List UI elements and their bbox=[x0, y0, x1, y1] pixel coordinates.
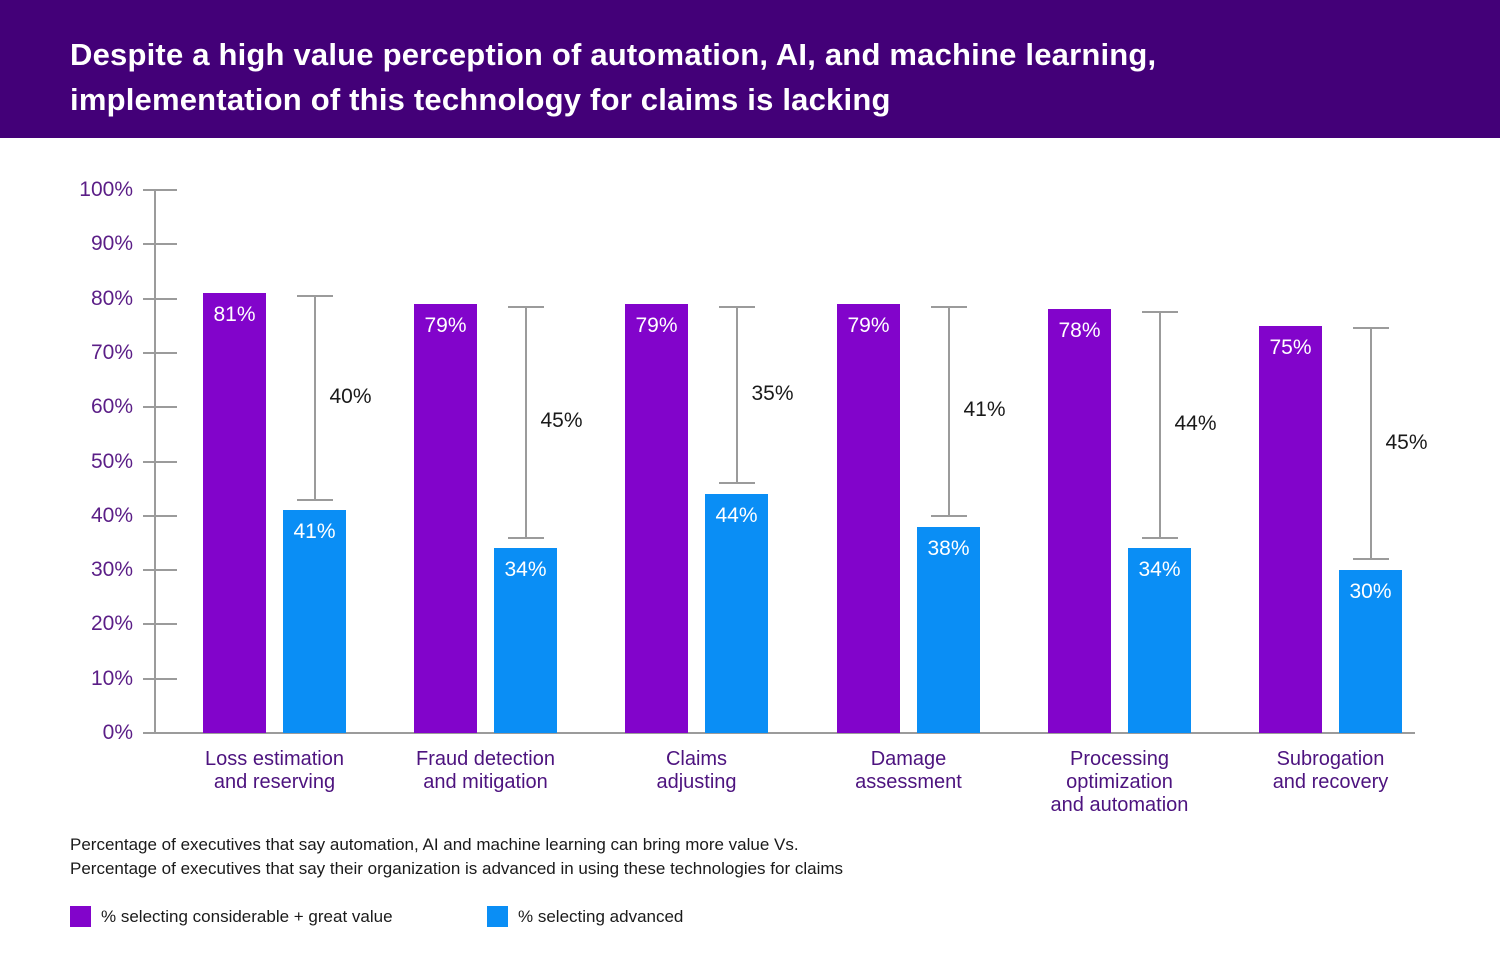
bar-value-label: 79% bbox=[847, 314, 890, 338]
footnote-line1: Percentage of executives that say automa… bbox=[70, 835, 799, 854]
gap-bracket-bottom-cap bbox=[507, 536, 544, 539]
y-tick-label: 20% bbox=[90, 612, 133, 636]
bar-value-label: 30% bbox=[1349, 580, 1392, 604]
bar-considerable-value bbox=[1048, 309, 1111, 733]
header-banner: Despite a high value perception of autom… bbox=[0, 0, 1500, 138]
y-tick-label: 80% bbox=[90, 286, 133, 310]
legend-swatch-icon bbox=[487, 906, 508, 927]
y-tick-label: 30% bbox=[90, 558, 133, 582]
bar-value-label: 44% bbox=[715, 504, 758, 528]
gap-value-label: 45% bbox=[1385, 430, 1428, 454]
y-tick-label: 0% bbox=[102, 721, 133, 744]
gap-bracket-bottom-cap bbox=[930, 514, 967, 517]
y-tick-label: 70% bbox=[90, 340, 133, 364]
bar-advanced bbox=[1339, 570, 1402, 733]
y-tick bbox=[143, 189, 177, 191]
y-tick-label: 10% bbox=[90, 666, 133, 690]
bar-value-label: 81% bbox=[213, 303, 256, 327]
bar-advanced bbox=[705, 494, 768, 733]
gap-bracket-bottom-cap bbox=[718, 482, 755, 485]
category-label: Fraud detection and mitigation bbox=[416, 748, 555, 793]
bar-considerable-value bbox=[1259, 325, 1322, 733]
gap-value-label: 40% bbox=[329, 384, 372, 408]
bar-value-label: 79% bbox=[635, 314, 678, 338]
y-tick bbox=[143, 243, 177, 246]
legend-label: % selecting considerable + great value bbox=[101, 907, 393, 926]
gap-bracket-bottom-cap bbox=[1352, 558, 1389, 561]
y-tick bbox=[143, 569, 177, 572]
bar-value-label: 75% bbox=[1269, 335, 1312, 359]
gap-bracket-line bbox=[735, 306, 738, 484]
gap-bracket-bottom-cap bbox=[1141, 536, 1178, 539]
bar-considerable-value bbox=[414, 304, 477, 733]
bar-considerable-value bbox=[203, 293, 266, 733]
bar-value-label: 34% bbox=[1138, 558, 1181, 582]
gap-value-label: 41% bbox=[963, 398, 1006, 422]
category-label: Claims adjusting bbox=[656, 748, 737, 793]
footnote-line2: Percentage of executives that say their … bbox=[70, 859, 844, 878]
chart-title: Despite a high value perception of autom… bbox=[70, 32, 1390, 122]
legend-label: % selecting advanced bbox=[518, 907, 684, 926]
chart-title-line2: implementation of this technology for cl… bbox=[70, 82, 891, 117]
y-tick bbox=[143, 677, 177, 680]
y-tick-label: 40% bbox=[90, 503, 133, 527]
chart-title-line1: Despite a high value perception of autom… bbox=[70, 37, 1157, 72]
y-tick bbox=[143, 406, 177, 409]
category-label: Subrogation and recovery bbox=[1272, 748, 1389, 793]
gap-value-label: 44% bbox=[1174, 411, 1217, 435]
bar-value-label: 79% bbox=[424, 314, 467, 338]
category-label: Damage assessment bbox=[855, 748, 962, 793]
bar-advanced bbox=[494, 548, 557, 733]
y-tick-label: 100% bbox=[79, 178, 133, 201]
y-tick bbox=[143, 297, 177, 300]
y-tick bbox=[143, 460, 177, 463]
bar-considerable-value bbox=[625, 304, 688, 733]
bar-value-label: 78% bbox=[1058, 319, 1101, 343]
y-tick-label: 50% bbox=[90, 449, 133, 473]
y-tick bbox=[143, 351, 177, 354]
gap-bracket-line bbox=[947, 306, 950, 516]
y-tick bbox=[143, 623, 177, 626]
bar-value-label: 34% bbox=[504, 558, 547, 582]
category-label: Processing optimization and automation bbox=[1050, 748, 1189, 816]
bar-value-label: 41% bbox=[293, 520, 336, 544]
y-tick-label: 90% bbox=[90, 232, 133, 256]
gap-bracket-line bbox=[1369, 328, 1372, 560]
bar-value-label: 38% bbox=[927, 536, 970, 560]
gap-value-label: 35% bbox=[751, 381, 794, 405]
bar-considerable-value bbox=[837, 304, 900, 733]
gap-bracket-line bbox=[1158, 312, 1161, 538]
gap-bracket-bottom-cap bbox=[296, 498, 333, 501]
gap-value-label: 45% bbox=[540, 409, 583, 433]
gap-bracket-line bbox=[313, 295, 316, 500]
footnote: Percentage of executives that say automa… bbox=[70, 833, 1170, 881]
bar-advanced bbox=[283, 510, 346, 733]
gap-bracket-line bbox=[524, 306, 527, 538]
y-tick-label: 60% bbox=[90, 395, 133, 419]
bar-advanced bbox=[1128, 548, 1191, 733]
bar-advanced bbox=[917, 526, 980, 733]
y-tick bbox=[143, 514, 177, 517]
category-label: Loss estimation and reserving bbox=[205, 748, 344, 793]
x-axis-line bbox=[143, 732, 1415, 734]
legend-swatch-icon bbox=[70, 906, 91, 927]
